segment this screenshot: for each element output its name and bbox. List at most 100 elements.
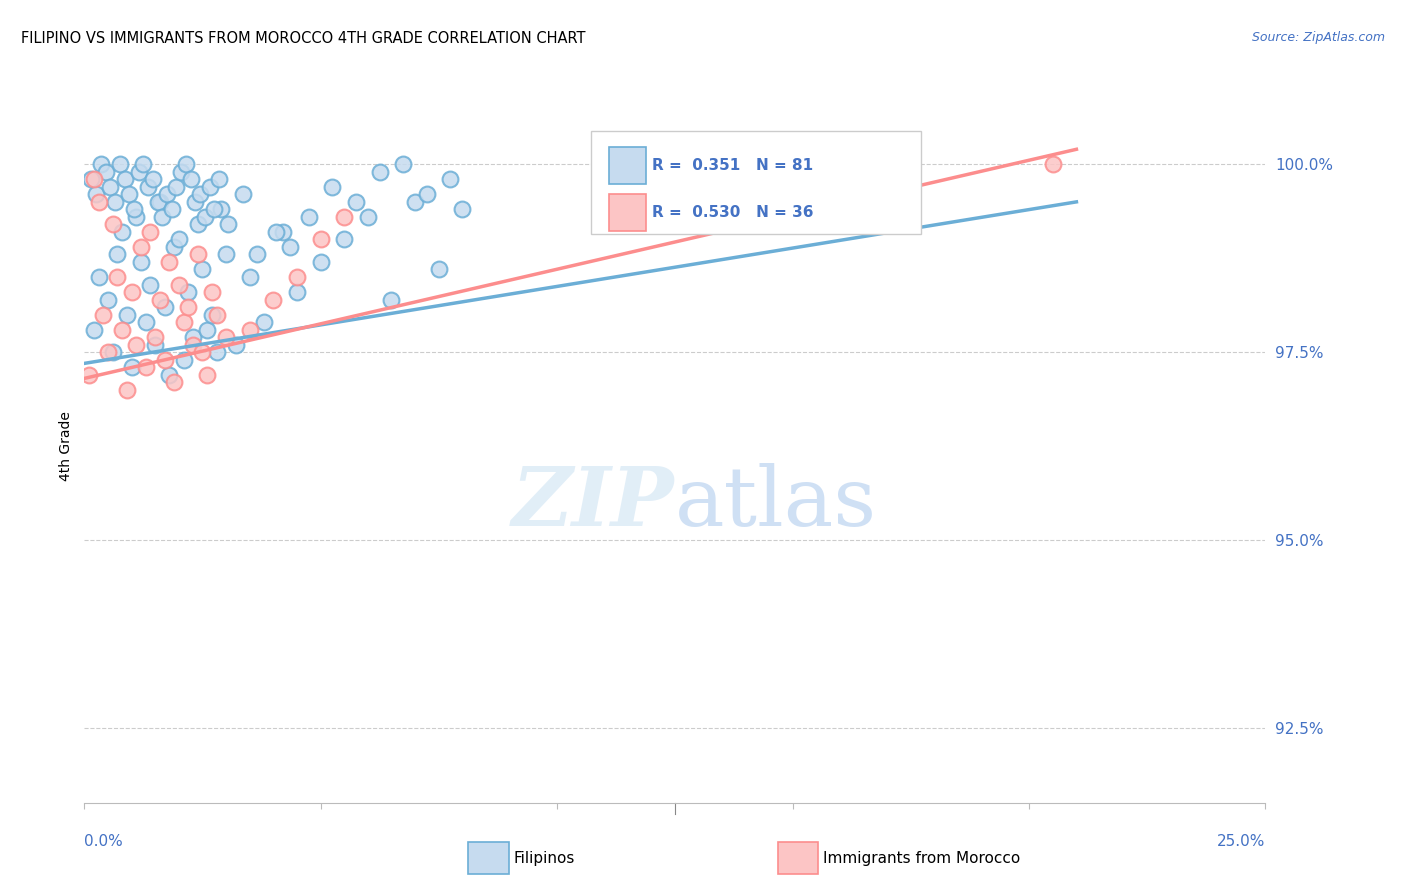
Point — [101, 345, 124, 359]
Point — [101, 218, 124, 232]
Point — [285, 270, 308, 285]
Point — [239, 270, 262, 285]
Point — [121, 360, 143, 375]
Point — [344, 194, 367, 209]
Point — [87, 270, 110, 285]
Point — [90, 157, 112, 171]
Text: ZIP: ZIP — [512, 463, 675, 543]
Point — [157, 368, 180, 382]
Point — [87, 194, 110, 209]
Point — [187, 218, 209, 232]
Point — [416, 187, 439, 202]
Point — [177, 300, 200, 314]
Point — [108, 157, 131, 171]
Point — [215, 330, 238, 344]
Point — [115, 383, 138, 397]
Point — [132, 157, 155, 171]
Point — [184, 194, 207, 209]
Point — [163, 375, 186, 389]
Point — [232, 187, 254, 202]
Y-axis label: 4th Grade: 4th Grade — [59, 411, 73, 481]
Point — [404, 194, 426, 209]
Point — [142, 172, 165, 186]
Point — [153, 352, 176, 367]
Point — [174, 157, 197, 171]
Point — [135, 360, 157, 375]
Point — [170, 165, 193, 179]
Point — [146, 194, 169, 209]
Text: Filipinos: Filipinos — [513, 851, 575, 865]
Point — [128, 165, 150, 179]
Point — [392, 157, 415, 171]
Text: 25.0%: 25.0% — [1218, 834, 1265, 849]
Point — [285, 285, 308, 299]
Point — [309, 232, 332, 246]
Point — [156, 187, 179, 202]
Point — [181, 330, 204, 344]
Point — [136, 179, 159, 194]
Point — [333, 232, 356, 246]
Point — [209, 202, 232, 217]
Point — [98, 179, 121, 194]
Point — [180, 172, 202, 186]
Point — [271, 225, 294, 239]
Point — [157, 255, 180, 269]
Point — [83, 172, 105, 186]
Point — [191, 345, 214, 359]
Point — [143, 337, 166, 351]
Point — [149, 194, 172, 209]
Point — [150, 210, 173, 224]
Point — [91, 308, 114, 322]
Point — [139, 277, 162, 292]
Point — [160, 202, 183, 217]
Point — [181, 337, 204, 351]
Point — [125, 337, 148, 351]
Point — [125, 210, 148, 224]
Point — [368, 165, 391, 179]
Point — [173, 352, 195, 367]
Point — [135, 315, 157, 329]
Point — [208, 172, 231, 186]
Point — [380, 293, 402, 307]
Point — [84, 187, 107, 202]
Point — [264, 225, 287, 239]
Point — [309, 255, 332, 269]
Point — [166, 179, 188, 194]
Point — [278, 240, 301, 254]
Point — [188, 187, 211, 202]
Point — [198, 179, 221, 194]
Point — [205, 308, 228, 322]
Point — [194, 210, 217, 224]
Point — [118, 187, 141, 202]
Point — [451, 202, 474, 217]
Text: Immigrants from Morocco: Immigrants from Morocco — [823, 851, 1019, 865]
Point — [129, 240, 152, 254]
Point — [246, 247, 269, 261]
Point — [115, 308, 138, 322]
Point — [167, 232, 190, 246]
Point — [122, 202, 145, 217]
Point — [104, 194, 127, 209]
Point — [173, 315, 195, 329]
Text: R =  0.530   N = 36: R = 0.530 N = 36 — [651, 205, 813, 220]
Point — [139, 225, 162, 239]
Point — [191, 262, 214, 277]
Point — [225, 337, 247, 351]
Point — [111, 225, 134, 239]
Point — [149, 293, 172, 307]
Point — [202, 202, 225, 217]
Point — [77, 368, 100, 382]
Point — [83, 322, 105, 336]
Text: FILIPINO VS IMMIGRANTS FROM MOROCCO 4TH GRADE CORRELATION CHART: FILIPINO VS IMMIGRANTS FROM MOROCCO 4TH … — [21, 31, 585, 46]
Point — [177, 285, 200, 299]
Text: Source: ZipAtlas.com: Source: ZipAtlas.com — [1251, 31, 1385, 45]
Point — [333, 210, 356, 224]
Point — [201, 308, 224, 322]
Point — [97, 293, 120, 307]
Point — [114, 172, 136, 186]
Point — [163, 240, 186, 254]
Point — [94, 165, 117, 179]
Point — [1042, 157, 1064, 171]
Point — [143, 330, 166, 344]
Point — [97, 345, 120, 359]
